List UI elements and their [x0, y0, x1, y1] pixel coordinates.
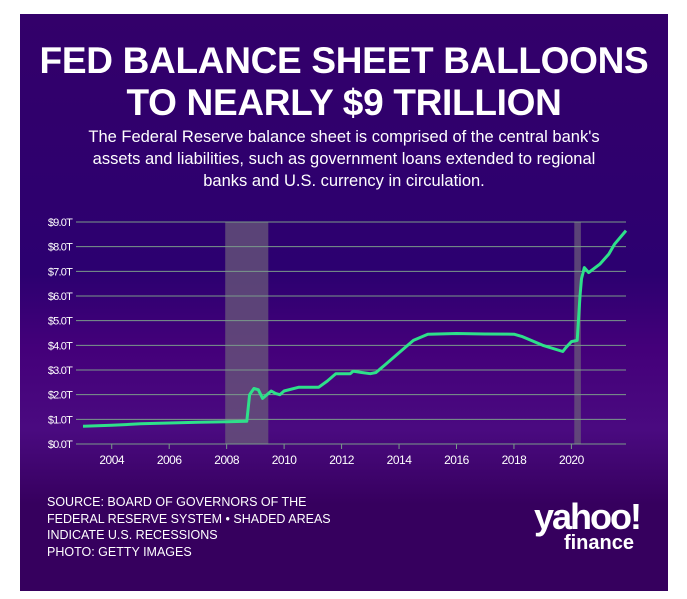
recession-band: [225, 222, 269, 444]
title-line: FED BALANCE SHEET BALLOONS: [39, 40, 649, 81]
x-tick-label: 2016: [444, 453, 470, 467]
title-line: TO NEARLY $9 TRILLION: [126, 82, 562, 123]
subtitle-line: banks and U.S. currency in circulation.: [203, 172, 485, 190]
x-tick-label: 2020: [559, 453, 585, 467]
x-tick-label: 2006: [157, 453, 183, 467]
x-tick-label: 2008: [214, 453, 240, 467]
balance-sheet-line: [82, 229, 628, 428]
x-axis-ticks: 2004 2006 2008 2010 2012 2014 2016 2018 2020: [99, 444, 585, 467]
y-tick-label: $1.0T: [48, 414, 73, 426]
source-line: INDICATE U.S. RECESSIONS: [47, 528, 218, 542]
subtitle-line: assets and liabilities, such as governme…: [92, 150, 596, 168]
y-tick-label: $7.0T: [48, 266, 73, 278]
source-line: SOURCE: BOARD OF GOVERNORS OF THE: [47, 495, 307, 509]
y-tick-label: $6.0T: [48, 291, 73, 303]
gridlines: [76, 221, 626, 445]
y-tick-label: $3.0T: [48, 365, 73, 377]
x-tick-label: 2018: [502, 453, 528, 467]
source-line: PHOTO: GETTY IMAGES: [47, 544, 192, 559]
y-tick-label: $4.0T: [48, 340, 73, 352]
y-tick-label: $0.0T: [48, 439, 73, 451]
y-axis-ticks: $0.0T $1.0T $2.0T $3.0T $4.0T $5.0T $6.0T $7.0T…: [48, 217, 74, 451]
x-tick-label: 2012: [329, 453, 355, 467]
logo-sub: finance: [563, 532, 634, 554]
source-note: SOURCE: BOARD OF GOVERNORS OF THE FEDERA…: [47, 494, 331, 560]
x-tick-label: 2010: [272, 453, 298, 467]
x-tick-label: 2014: [387, 453, 413, 467]
yahoo-finance-logo: yahoo! finance: [505, 496, 642, 554]
y-tick-label: $5.0T: [48, 316, 73, 328]
y-tick-label: $8.0T: [48, 242, 73, 254]
y-tick-label: $9.0T: [48, 217, 73, 229]
page-title: FED BALANCE SHEET BALLOONS TO NEARLY $9 …: [20, 40, 668, 124]
logo-brand: yahoo!: [533, 496, 642, 537]
y-tick-label: $2.0T: [48, 390, 73, 402]
infographic-panel: [20, 14, 668, 591]
subtitle: The Federal Reserve balance sheet is com…: [40, 126, 648, 192]
source-line: FEDERAL RESERVE SYSTEM • SHADED AREAS: [47, 511, 331, 526]
x-tick-label: 2004: [99, 453, 125, 467]
subtitle-line: The Federal Reserve balance sheet is com…: [88, 128, 600, 146]
recession-shading: [225, 222, 581, 444]
